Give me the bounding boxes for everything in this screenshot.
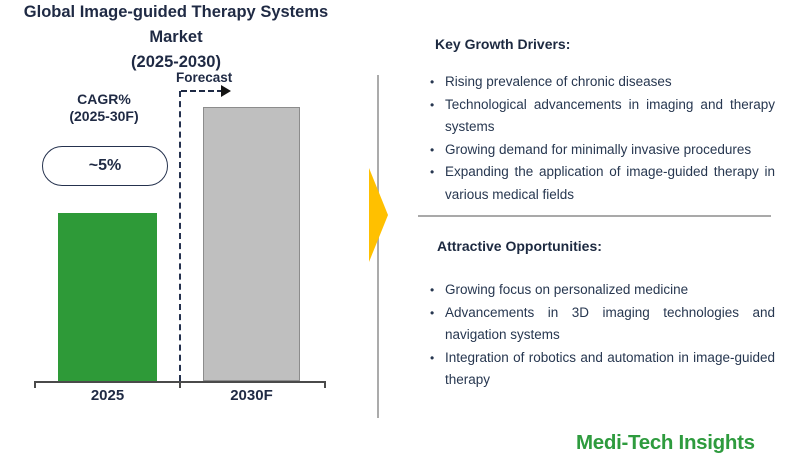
right-arrow-icon bbox=[369, 168, 388, 262]
category-label-2025: 2025 bbox=[90, 387, 125, 404]
cagr-label-line2: (2025-30F) bbox=[69, 108, 139, 124]
attractive-opportunities-heading: Attractive Opportunities: bbox=[437, 238, 602, 254]
attractive-opportunities-list: Growing focus on personalized medicine A… bbox=[428, 279, 775, 392]
forecast-arrowhead-icon bbox=[221, 85, 231, 97]
cagr-value-badge: ~5% bbox=[42, 146, 168, 186]
list-item: Expanding the application of image-guide… bbox=[428, 161, 775, 206]
key-growth-drivers-heading: Key Growth Drivers: bbox=[435, 36, 571, 52]
key-growth-drivers-list: Rising prevalence of chronic diseases Te… bbox=[428, 71, 775, 206]
bar-2030f bbox=[203, 107, 300, 381]
chart-title-line1: Global Image-guided Therapy Systems Mark… bbox=[23, 3, 329, 46]
chart-title-line2: (2025-2030) bbox=[131, 53, 221, 71]
category-label-2030f: 2030F bbox=[230, 387, 273, 404]
list-item: Technological advancements in imaging an… bbox=[428, 94, 775, 139]
forecast-dashed-line-vertical bbox=[179, 91, 181, 381]
forecast-dashed-line-horizontal bbox=[181, 90, 223, 92]
list-item: Integration of robotics and automation i… bbox=[428, 347, 775, 392]
x-axis-tick-right bbox=[324, 381, 326, 388]
cagr-label-line1: CAGR% bbox=[77, 91, 131, 107]
list-item: Growing focus on personalized medicine bbox=[428, 279, 775, 302]
list-item: Rising prevalence of chronic diseases bbox=[428, 71, 775, 94]
forecast-label: Forecast bbox=[176, 70, 233, 85]
horizontal-divider bbox=[418, 215, 771, 217]
x-axis-tick-middle bbox=[179, 381, 181, 388]
brand-logo: Medi-Tech Insights bbox=[576, 431, 755, 454]
cagr-value: ~5% bbox=[88, 157, 122, 174]
bar-2025 bbox=[58, 213, 157, 381]
x-axis-tick-left bbox=[34, 381, 36, 388]
list-item: Growing demand for minimally invasive pr… bbox=[428, 139, 775, 162]
chart-title: Global Image-guided Therapy Systems Mark… bbox=[0, 0, 352, 75]
cagr-label: CAGR% (2025-30F) bbox=[38, 91, 170, 125]
list-item: Advancements in 3D imaging technologies … bbox=[428, 302, 775, 347]
